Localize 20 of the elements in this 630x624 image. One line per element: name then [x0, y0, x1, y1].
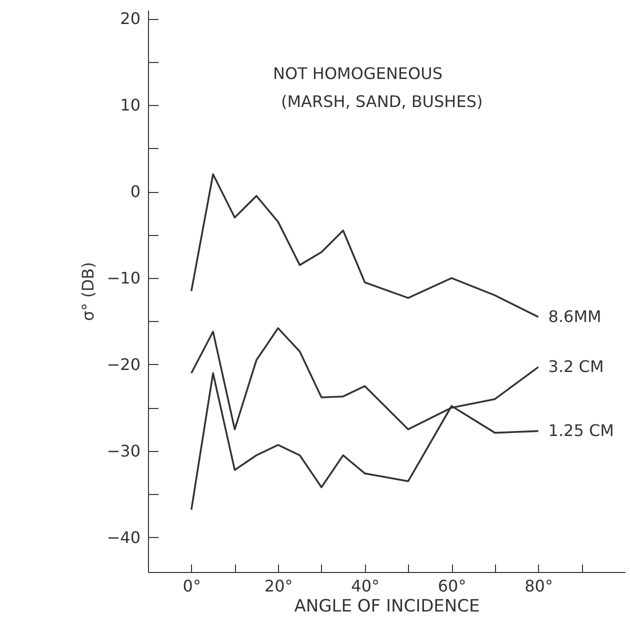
series-label: 3.2 CM	[548, 357, 604, 376]
y-tick-label: −40	[106, 528, 140, 547]
y-tick-label: −10	[106, 268, 140, 288]
x-tick-label: 60°	[438, 576, 466, 596]
annotation: NOT HOMOGENEOUS	[273, 64, 442, 83]
series-label: 1.25 CM	[548, 421, 614, 440]
x-tick-label: 40°	[351, 576, 380, 596]
annotation: (MARSH, SAND, BUSHES)	[281, 92, 483, 111]
y-tick-label: 20	[120, 9, 140, 28]
line-series	[190, 173, 540, 318]
x-axis-title: ANGLE OF INCIDENCE	[294, 596, 480, 616]
y-tick-label: 0	[130, 182, 140, 202]
y-tick-label: −20	[106, 354, 140, 374]
x-tick-label: 20°	[264, 576, 293, 596]
x-tick-label: 0°	[182, 576, 201, 596]
y-axis-title: σ° (DB)	[78, 262, 98, 322]
y-tick-label: −30	[106, 441, 140, 460]
x-tick-label: 80°	[524, 576, 553, 596]
series-label: 8.6MM	[548, 306, 602, 326]
y-tick-label: 10	[120, 96, 140, 115]
